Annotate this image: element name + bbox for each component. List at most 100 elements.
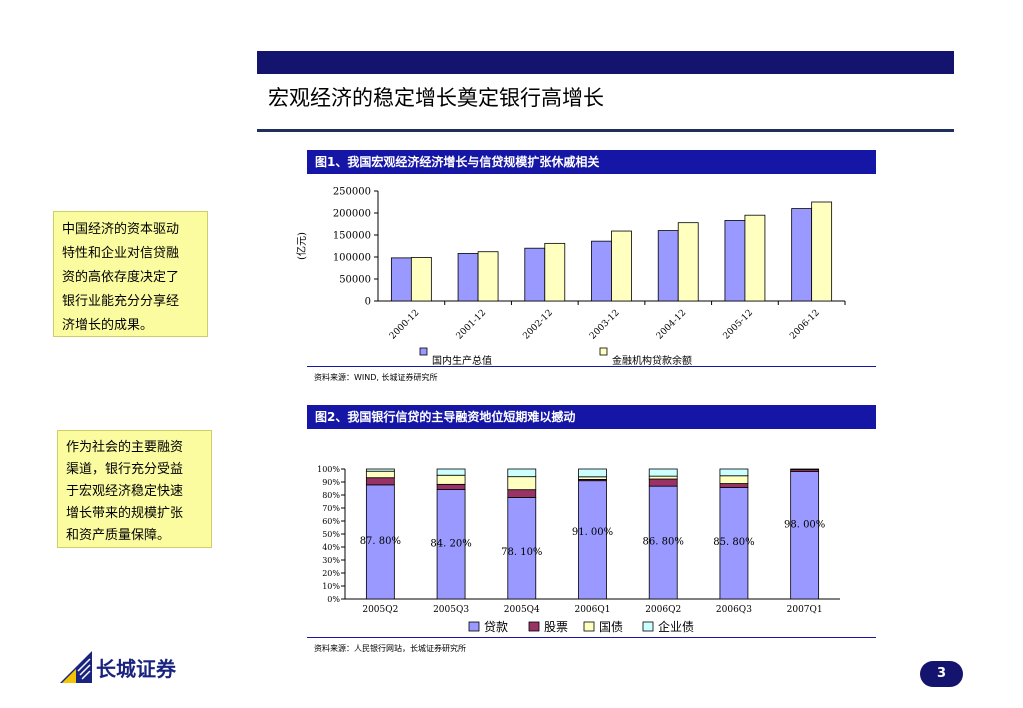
y-tick-label: 40% (322, 543, 340, 552)
stacked-segment-corporate-bonds (578, 468, 607, 478)
x-tick-label: 2005Q3 (433, 605, 469, 615)
bar-loans (744, 214, 766, 302)
note-line: 银行业能充分分享经 (62, 294, 180, 309)
note-line: 资的高依存度决定了 (62, 270, 180, 285)
x-tick-label: 2005Q2 (362, 605, 398, 615)
legend-swatch (599, 347, 608, 356)
stacked-segment-treasury (719, 475, 749, 484)
title-divider (257, 129, 954, 132)
bar-loans (410, 257, 432, 302)
bar-loans (811, 201, 833, 302)
y-tick-label: 30% (322, 556, 340, 565)
legend-label: 贷款 (484, 620, 508, 634)
slide-title: 宏观经济的稳定增长奠定银行高增长 (268, 86, 604, 110)
company-logo-text: 长城证券 (96, 657, 176, 681)
legend-label: 股票 (544, 620, 568, 634)
bar-gdp (390, 257, 412, 302)
figure-2-source: 资料来源：人民银行网站，长城证券研究所 (314, 644, 466, 653)
bar-loans (544, 242, 566, 302)
bar-gdp (791, 208, 813, 302)
header-bar (257, 51, 954, 74)
note-box-2: 作为社会的主要融资 渠道，银行充分受益 于宏观经济稳定快速 增长带来的规模扩张 … (57, 430, 212, 548)
page-number-badge: 3 (920, 661, 963, 687)
stacked-segment-treasury (507, 476, 537, 491)
bar-gdp (524, 247, 546, 302)
y-tick-label: 10% (322, 582, 340, 591)
legend-label: 企业债 (658, 619, 694, 634)
legend-swatch (583, 621, 595, 632)
stacked-segment-loans (578, 480, 607, 600)
data-label: 85. 80% (713, 537, 754, 548)
stacked-segment-loans (365, 484, 395, 600)
y-tick-label: 100% (317, 465, 340, 474)
data-label: 86. 80% (643, 537, 684, 548)
stacked-segment-treasury (365, 470, 395, 479)
data-label: 78. 10% (501, 547, 542, 558)
x-tick-label: 2000-12 (388, 308, 422, 342)
stacked-segment-treasury (436, 474, 466, 485)
note-line: 济增长的成果。 (62, 318, 154, 333)
y-tick-label: 20% (322, 569, 340, 578)
stacked-segment-stocks (507, 489, 537, 498)
y-tick-label: 200000 (333, 209, 371, 220)
note-line: 特性和企业对信贷融 (62, 246, 180, 261)
stacked-segment-stocks (719, 483, 749, 488)
y-tick-label: 150000 (333, 231, 371, 242)
y-tick-label: 0 (365, 297, 371, 308)
y-tick-label: 80% (322, 491, 340, 500)
legend-label: 国债 (599, 620, 623, 634)
stacked-segment-loans (507, 497, 537, 600)
figure-2-source-rule (307, 637, 876, 638)
stacked-segment-corporate-bonds (365, 468, 395, 472)
legend-swatch (468, 621, 480, 632)
note-line: 作为社会的主要融资 (66, 440, 184, 455)
figure-1-source-rule (307, 366, 876, 367)
x-tick-label: 2002-12 (521, 308, 555, 342)
x-tick-label: 2004-12 (655, 308, 689, 342)
figure-2-heading: 图2、我国银行信贷的主导融资地位短期难以撼动 (307, 405, 876, 429)
stacked-segment-loans (790, 471, 820, 600)
x-tick-label: 2006-12 (788, 308, 822, 342)
bar-loans (611, 230, 632, 302)
stacked-segment-corporate-bonds (436, 468, 466, 476)
note-line: 增长带来的规模扩张 (66, 506, 184, 521)
bar-gdp (457, 253, 479, 302)
note-box-1: 中国经济的资本驱动 特性和企业对信贷融 资的高依存度决定了 银行业能充分分享经 … (53, 211, 208, 337)
legend-swatch (642, 621, 654, 632)
stacked-segment-stocks (365, 477, 395, 486)
y-tick-label: 100000 (333, 253, 371, 264)
y-axis-label: (亿元) (295, 232, 308, 260)
bar-loans (477, 251, 499, 302)
x-tick-label: 2005-12 (722, 308, 756, 342)
y-tick-label: 70% (322, 504, 340, 513)
legend-swatch (419, 347, 428, 356)
x-tick-label: 2007Q1 (787, 605, 823, 615)
data-label: 84. 20% (430, 538, 471, 549)
figure-1-heading: 图1、我国宏观经济经济增长与信贷规模扩张休戚相关 (307, 150, 876, 174)
legend-label: 金融机构贷款余额 (612, 354, 692, 367)
stacked-segment-corporate-bonds (507, 468, 537, 478)
stacked-segment-corporate-bonds (648, 468, 678, 477)
data-label: 87. 80% (360, 536, 401, 547)
x-tick-label: 2006Q2 (645, 605, 681, 615)
stacked-segment-corporate-bonds (790, 468, 820, 471)
y-tick-label: 90% (322, 478, 340, 487)
figure-1-source: 资料来源：WIND, 长城证券研究所 (314, 373, 438, 382)
x-tick-label: 2005Q4 (504, 605, 540, 615)
bar-gdp (657, 230, 679, 302)
x-tick-label: 2006Q3 (716, 605, 752, 615)
legend-label: 国内生产总值 (432, 354, 492, 367)
stacked-segment-loans (648, 485, 678, 600)
note-line: 渠道，银行充分受益 (66, 462, 184, 477)
y-tick-label: 50000 (339, 275, 371, 286)
y-tick-label: 60% (322, 517, 340, 526)
bar-gdp (724, 220, 746, 302)
note-line: 和资产质量保障。 (66, 528, 171, 543)
data-label: 91. 00% (572, 527, 613, 538)
stacked-segment-corporate-bonds (719, 468, 749, 477)
bar-loans (677, 222, 699, 302)
bar-gdp (591, 240, 612, 302)
stacked-segment-stocks (648, 478, 678, 487)
y-tick-label: 250000 (333, 187, 371, 198)
